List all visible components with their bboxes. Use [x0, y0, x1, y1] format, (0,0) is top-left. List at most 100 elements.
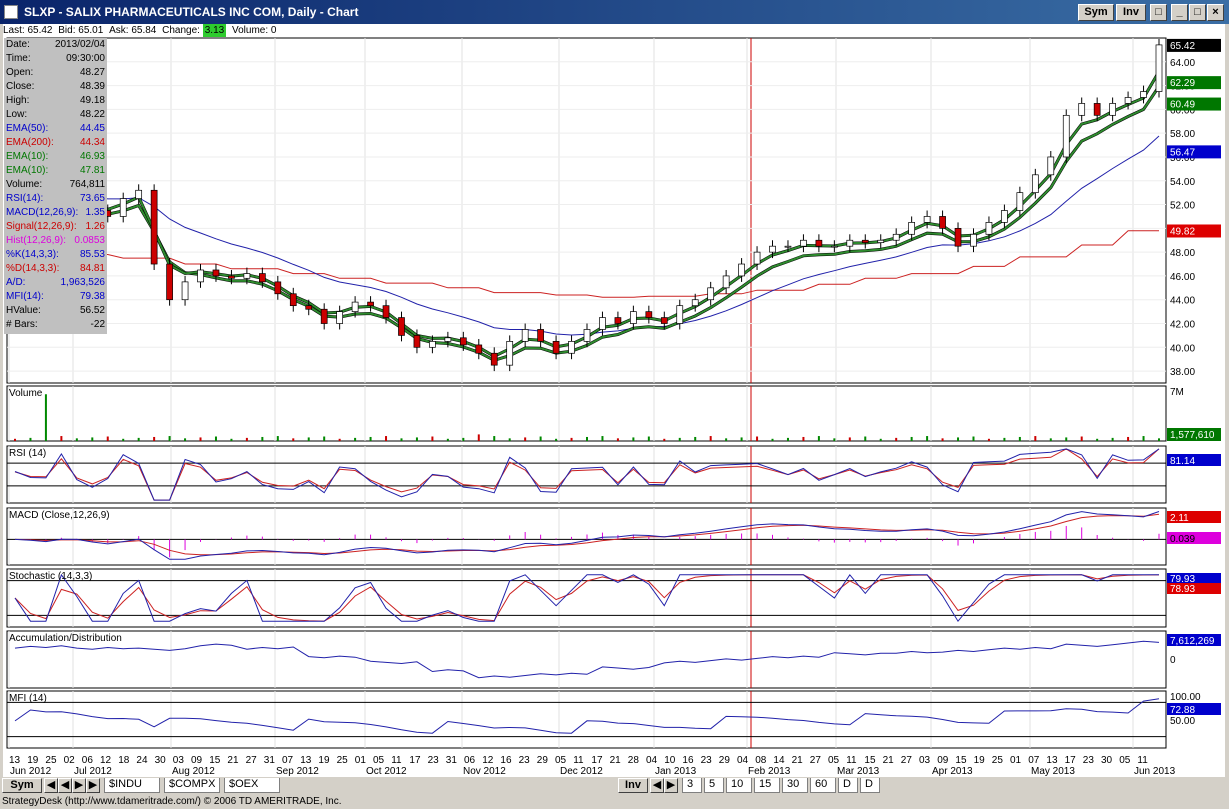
- info-row: RSI(14): 73.65: [6, 192, 105, 206]
- candle-body: [150, 189, 158, 265]
- macd-tag: [1167, 511, 1221, 523]
- period-tab[interactable]: 60: [810, 778, 836, 793]
- price-axis-label: 54.00: [1170, 177, 1195, 188]
- date-day-label: 07: [1028, 755, 1040, 766]
- sym-tab-button[interactable]: Sym: [2, 778, 42, 793]
- date-day-label: 21: [883, 755, 895, 766]
- volume-bar: [524, 437, 527, 441]
- sym-button[interactable]: Sym: [1078, 4, 1114, 21]
- candle-body: [769, 245, 776, 253]
- info-value: 85.53: [79, 249, 105, 260]
- candle-body: [475, 344, 483, 354]
- stoch-d-tag-label: 78.93: [1170, 584, 1195, 595]
- date-day-label: 19: [318, 755, 330, 766]
- rsi-tag: [1167, 454, 1221, 466]
- date-day-label: 23: [1083, 755, 1095, 766]
- date-day-label: 19: [27, 755, 39, 766]
- volume-bar: [1080, 436, 1083, 441]
- period-tab[interactable]: 10: [726, 778, 752, 793]
- candle-body: [243, 273, 251, 279]
- date-day-label: 15: [955, 755, 967, 766]
- date-day-label: 14: [773, 755, 785, 766]
- date-month-label: Apr 2013: [932, 766, 973, 777]
- quote-bid: Bid: 65.01: [58, 25, 104, 36]
- volume-bar: [276, 436, 279, 441]
- symbol-tab[interactable]: $COMPX: [164, 778, 220, 793]
- info-label: Close:: [6, 81, 35, 92]
- symbol-tab[interactable]: $INDU: [104, 778, 160, 793]
- prev-icon[interactable]: ◀: [58, 778, 72, 793]
- volume-bar: [462, 437, 465, 441]
- maximize-icon[interactable]: □: [1189, 4, 1206, 21]
- volume-bar: [199, 437, 202, 441]
- date-day-label: 05: [373, 755, 385, 766]
- price-axis-label: 60.00: [1170, 105, 1195, 116]
- period-tab[interactable]: 3: [682, 778, 702, 793]
- next-icon[interactable]: ▶: [72, 778, 86, 793]
- candle-body: [336, 311, 343, 324]
- volume-bar: [725, 438, 728, 441]
- date-day-label: 08: [755, 755, 767, 766]
- info-value: 49.18: [79, 95, 105, 106]
- volume-bar: [709, 436, 712, 441]
- rsi-tag-label: 81.14: [1170, 456, 1195, 467]
- volume-bar: [555, 438, 558, 441]
- info-row: High: 49.18: [6, 94, 105, 108]
- symbol-tab[interactable]: $OEX: [224, 778, 280, 793]
- date-day-label: 10: [664, 755, 676, 766]
- date-month-label: Feb 2013: [748, 766, 791, 777]
- quote-volume: Volume: 0: [231, 25, 277, 36]
- candle-body: [599, 317, 606, 330]
- volume-bar: [1127, 436, 1130, 441]
- inv-button[interactable]: Inv: [1116, 4, 1146, 21]
- inv-prev-icon[interactable]: ◀: [650, 778, 664, 793]
- volume-bar: [1049, 438, 1052, 441]
- volume-bar: [1111, 437, 1114, 441]
- price-tag-label: 65.42: [1170, 41, 1195, 52]
- period-tab[interactable]: 30: [782, 778, 808, 793]
- volume-bar: [307, 437, 310, 441]
- close-icon[interactable]: ×: [1207, 4, 1224, 21]
- candle-body: [1155, 44, 1163, 92]
- date-month-label: Jun 2013: [1134, 766, 1176, 777]
- date-day-label: 12: [100, 755, 112, 766]
- date-day-label: 16: [682, 755, 694, 766]
- price-axis-label: 52.00: [1170, 201, 1195, 212]
- date-day-label: 21: [610, 755, 622, 766]
- volume-bar: [1158, 438, 1160, 441]
- info-label: %D(14,3,3):: [6, 263, 60, 274]
- info-row: Time: 09:30:00: [6, 52, 105, 66]
- ad-zero-label: 0: [1170, 655, 1176, 666]
- info-row: Signal(12,26,9): 1.26: [6, 220, 105, 234]
- date-day-label: 11: [846, 755, 857, 766]
- volume-tag: [1167, 428, 1221, 441]
- period-tab[interactable]: 15: [754, 778, 780, 793]
- status-bar: StrategyDesk (http://www.tdameritrade.co…: [2, 796, 342, 807]
- volume-bar: [1034, 436, 1037, 441]
- volume-bar: [446, 438, 449, 441]
- candle-body: [459, 337, 467, 346]
- candle-body: [691, 299, 699, 307]
- period-tab[interactable]: 5: [704, 778, 724, 793]
- date-day-label: 21: [792, 755, 804, 766]
- stoch-k-tag-label: 79.93: [1170, 574, 1195, 585]
- period-tab[interactable]: D: [860, 778, 880, 793]
- inv-tab-button[interactable]: Inv: [618, 778, 648, 793]
- date-day-label: 21: [227, 755, 239, 766]
- date-day-label: 13: [9, 755, 21, 766]
- price-axis-label: 42.00: [1170, 320, 1195, 331]
- scroll-left-icon[interactable]: ◀: [44, 778, 58, 793]
- scroll-right-icon[interactable]: ▶: [86, 778, 100, 793]
- date-day-label: 01: [355, 755, 367, 766]
- info-value: 56.52: [79, 305, 105, 316]
- volume-bar: [941, 438, 944, 441]
- date-day-label: 03: [919, 755, 931, 766]
- candle-body: [490, 352, 498, 366]
- macd-hist-tag-label: 0.039: [1170, 534, 1195, 545]
- inv-next-icon[interactable]: ▶: [664, 778, 678, 793]
- period-tab[interactable]: D: [838, 778, 858, 793]
- info-label: Volume:: [6, 179, 43, 190]
- popout-icon[interactable]: □: [1150, 4, 1167, 21]
- date-day-label: 23: [701, 755, 713, 766]
- minimize-icon[interactable]: _: [1171, 4, 1188, 21]
